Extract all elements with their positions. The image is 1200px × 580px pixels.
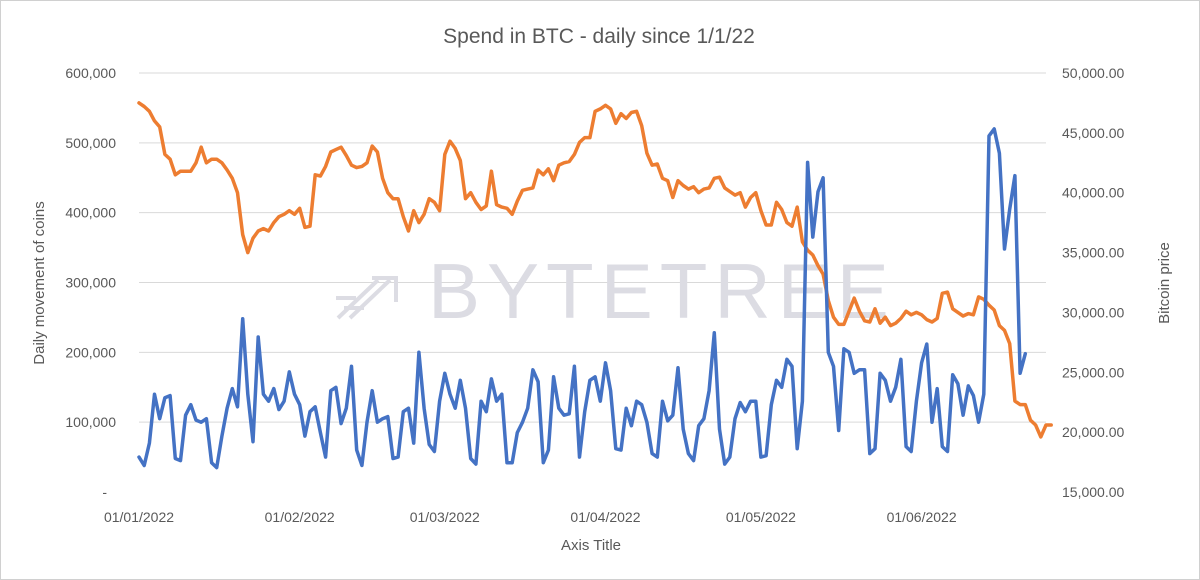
series-layer (137, 101, 1053, 470)
watermark-text: BYTETREE (428, 247, 896, 335)
y-left-tick-label: 300,000 (65, 275, 116, 291)
y-left-tick-label: 400,000 (65, 205, 116, 221)
series-line-price (137, 101, 1053, 439)
y-left-tick-label: 600,000 (65, 65, 116, 81)
gridlines (139, 72, 1046, 423)
y-right-tick-label: 25,000.00 (1062, 364, 1124, 380)
y-right-tick-label: 15,000.00 (1062, 484, 1124, 500)
left-axis-ticks: - 100,000 200,000 300,000 400,000 500,000 600,… (65, 65, 116, 500)
x-tick-label: 01/04/2022 (570, 509, 640, 525)
y-right-tick-label: 20,000.00 (1062, 424, 1124, 440)
y-left-tick-label: - (102, 484, 107, 500)
y-right-tick-label: 45,000.00 (1062, 125, 1124, 141)
y-right-axis-title: Bitcoin price (1156, 242, 1173, 324)
x-axis-ticks: 01/01/2022 01/02/2022 01/03/2022 01/04/2022… (104, 509, 957, 525)
y-left-tick-label: 200,000 (65, 344, 116, 360)
y-left-tick-label: 500,000 (65, 135, 116, 151)
y-right-tick-label: 30,000.00 (1062, 304, 1124, 320)
y-right-tick-label: 40,000.00 (1062, 185, 1124, 201)
x-tick-label: 01/06/2022 (887, 509, 957, 525)
x-tick-label: 01/02/2022 (265, 509, 335, 525)
y-right-tick-label: 50,000.00 (1062, 65, 1124, 81)
x-tick-label: 01/05/2022 (726, 509, 796, 525)
y-right-tick-label: 35,000.00 (1062, 245, 1124, 261)
watermark: BYTETREE (336, 247, 896, 335)
right-axis-ticks: 15,000.00 20,000.00 25,000.00 30,000.00 35,0… (1062, 65, 1124, 500)
series-line-movement (137, 127, 1028, 470)
y-left-tick-label: 100,000 (65, 414, 116, 430)
chart-title: Spend in BTC - daily since 1/1/22 (443, 25, 755, 48)
x-axis-title: Axis Title (561, 537, 621, 554)
y-left-axis-title: Daily movement of coins (31, 201, 48, 364)
x-tick-label: 01/03/2022 (410, 509, 480, 525)
x-tick-label: 01/01/2022 (104, 509, 174, 525)
bytetree-logo-icon (336, 276, 398, 320)
